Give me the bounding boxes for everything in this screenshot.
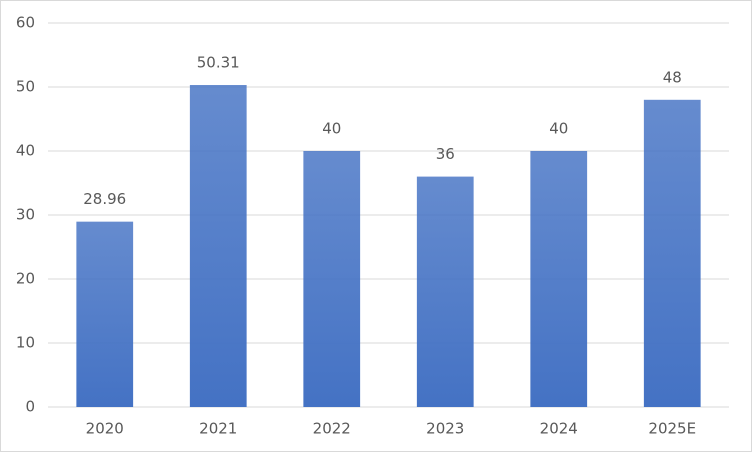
y-tick-label: 20 bbox=[16, 270, 35, 288]
data-label: 48 bbox=[663, 68, 682, 86]
y-tick-label: 50 bbox=[16, 78, 35, 96]
bar bbox=[189, 85, 247, 408]
x-tick-label: 2020 bbox=[86, 420, 124, 438]
x-tick-label: 2025E bbox=[648, 420, 696, 438]
y-tick-label: 30 bbox=[16, 206, 35, 224]
x-tick-label: 2022 bbox=[313, 420, 351, 438]
bar bbox=[530, 151, 588, 407]
data-label: 28.96 bbox=[83, 190, 126, 208]
x-tick-label: 2024 bbox=[540, 420, 578, 438]
y-tick-label: 0 bbox=[25, 398, 35, 416]
bar bbox=[643, 99, 701, 408]
data-label: 40 bbox=[322, 120, 341, 138]
data-label: 36 bbox=[436, 145, 455, 163]
x-tick-label: 2021 bbox=[199, 420, 237, 438]
data-label: 50.31 bbox=[197, 54, 240, 72]
y-tick-label: 40 bbox=[16, 142, 35, 160]
y-tick-label: 10 bbox=[16, 334, 35, 352]
bar bbox=[416, 176, 474, 407]
data-label: 40 bbox=[549, 120, 568, 138]
bar bbox=[76, 221, 134, 407]
x-tick-label: 2023 bbox=[426, 420, 464, 438]
bar bbox=[303, 151, 361, 407]
y-tick-label: 60 bbox=[16, 14, 35, 32]
